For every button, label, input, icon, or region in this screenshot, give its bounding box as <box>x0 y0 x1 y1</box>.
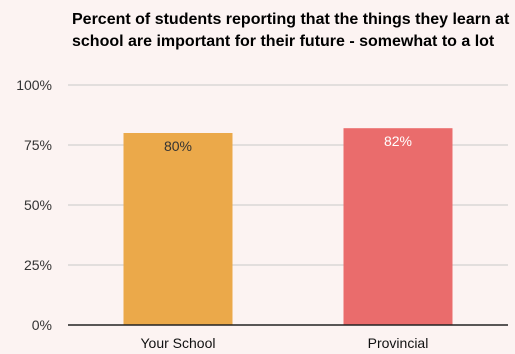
data-label: 80% <box>164 138 192 154</box>
y-tick-label: 100% <box>16 77 52 93</box>
y-tick-label: 75% <box>24 137 52 153</box>
x-category-label: Your School <box>141 335 216 351</box>
bar-your-school <box>123 133 233 325</box>
bar-provincial <box>343 128 453 325</box>
y-tick-label: 25% <box>24 257 52 273</box>
x-category-label: Provincial <box>368 335 429 351</box>
chart-title: Percent of students reporting that the t… <box>72 11 510 50</box>
y-tick-label: 0% <box>32 317 52 333</box>
data-label: 82% <box>384 133 412 149</box>
y-tick-label: 50% <box>24 197 52 213</box>
